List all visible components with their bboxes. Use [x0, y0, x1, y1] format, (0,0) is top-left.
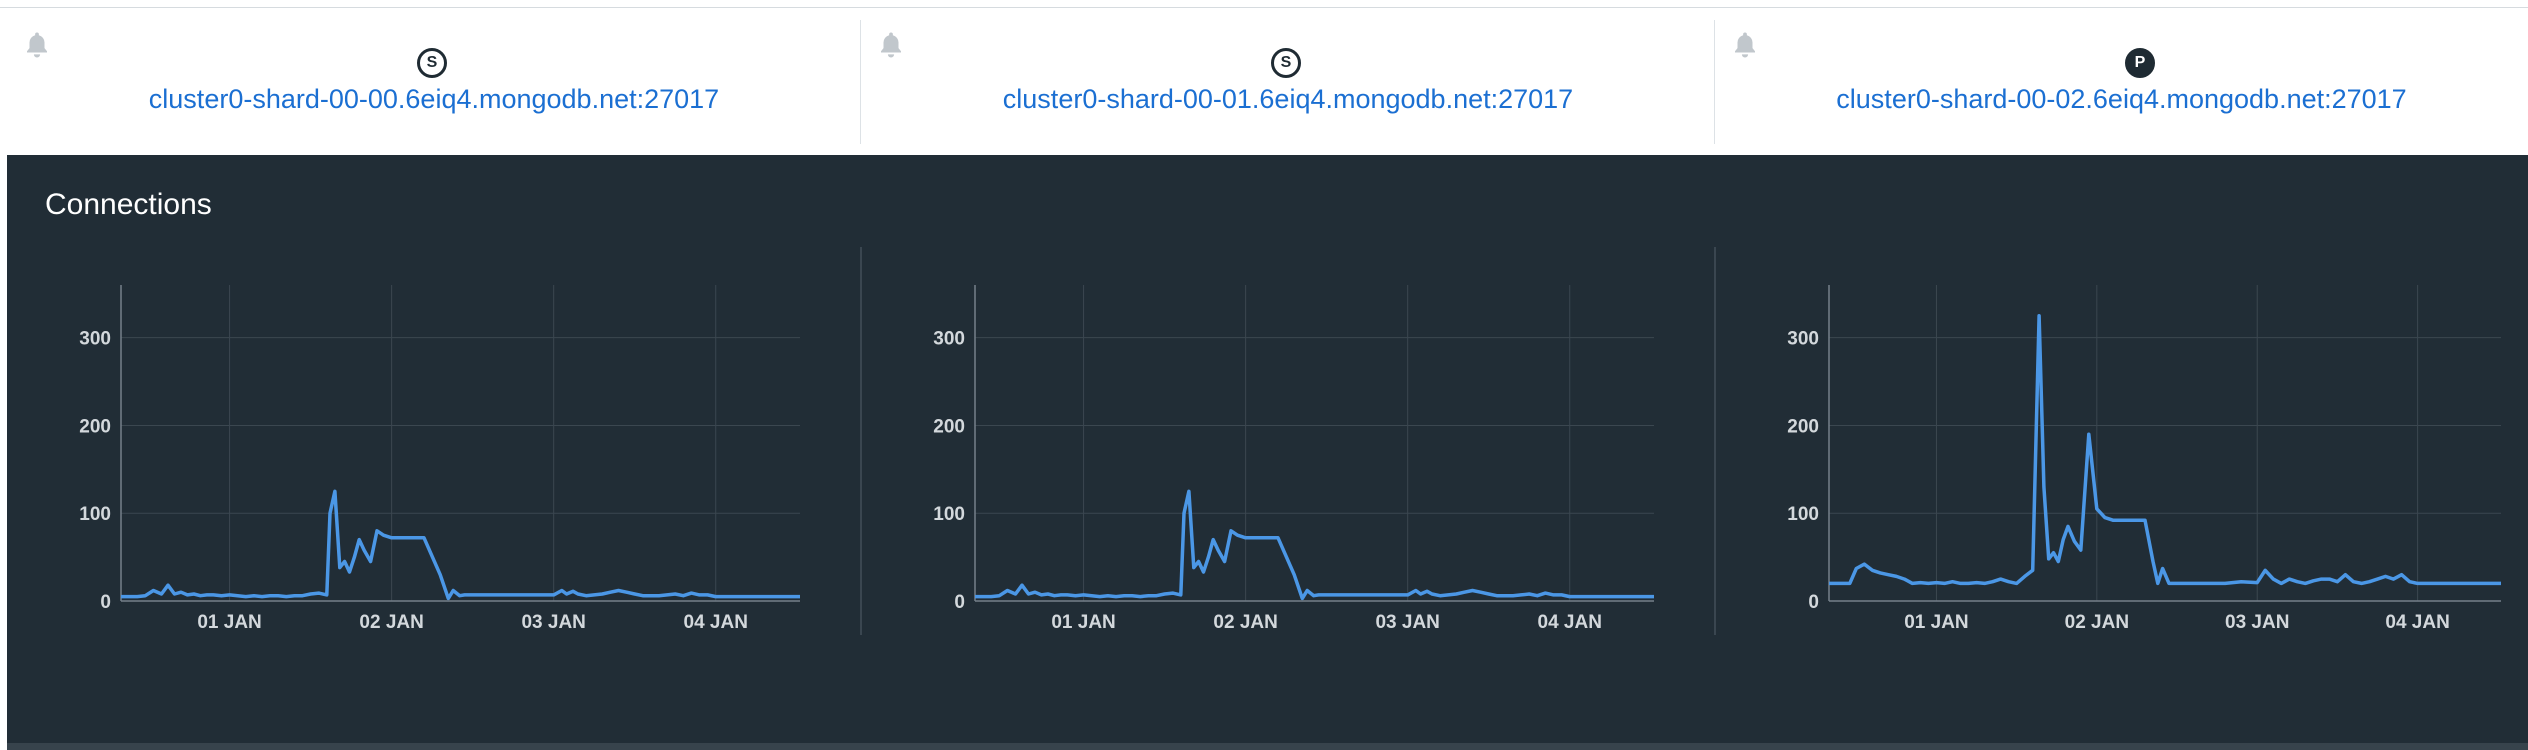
- secondary-role-badge: S: [417, 48, 447, 78]
- x-tick-label: 04 JAN: [2385, 612, 2449, 633]
- series-line: [975, 489, 1654, 601]
- x-tick-label: 03 JAN: [2225, 612, 2289, 633]
- x-tick-label: 02 JAN: [359, 612, 423, 633]
- secondary-role-badge: S: [1271, 48, 1301, 78]
- bottom-scroll-edge: [7, 743, 2528, 750]
- connections-charts: 0 100 200 300 01 JAN 02 JAN 03 JAN 04 JAN 0 100 20…: [79, 285, 2501, 633]
- y-tick-label: 200: [79, 416, 111, 437]
- hostname-link[interactable]: cluster0-shard-00-00.6eiq4.mongodb.net:2…: [148, 84, 720, 114]
- hostname-link[interactable]: cluster0-shard-00-01.6eiq4.mongodb.net:2…: [1002, 84, 1574, 114]
- y-tick-label: 300: [1787, 329, 1819, 350]
- chart-divider: [1714, 247, 1716, 635]
- bell-icon[interactable]: [1726, 26, 1764, 64]
- chart-divider: [860, 247, 862, 635]
- section-title: Connections: [45, 188, 212, 221]
- y-tick-label: 100: [79, 504, 111, 525]
- x-tick-label: 03 JAN: [1375, 612, 1439, 633]
- bell-icon[interactable]: [18, 26, 56, 64]
- x-tick-label: 04 JAN: [684, 612, 748, 633]
- host-panel-2: S cluster0-shard-00-01.6eiq4.mongodb.net…: [861, 20, 1715, 144]
- panel-divider: [1714, 20, 1715, 144]
- panel-divider: [860, 20, 861, 144]
- host-panel-3: P cluster0-shard-00-02.6eiq4.mongodb.net…: [1715, 20, 2528, 144]
- x-tick-label: 02 JAN: [2065, 612, 2129, 633]
- x-tick-label: 01 JAN: [1904, 612, 1968, 633]
- y-tick-label: 100: [933, 504, 965, 525]
- host-header-strip: S cluster0-shard-00-00.6eiq4.mongodb.net…: [0, 0, 2528, 155]
- x-tick-label: 01 JAN: [1051, 612, 1115, 633]
- x-tick-label: 03 JAN: [521, 612, 585, 633]
- y-tick-label: 300: [933, 329, 965, 350]
- primary-role-badge: P: [2125, 48, 2155, 78]
- hostname-link[interactable]: cluster0-shard-00-02.6eiq4.mongodb.net:2…: [1836, 84, 2407, 114]
- series-line: [121, 489, 800, 601]
- y-tick-label: 300: [79, 329, 111, 350]
- x-tick-label: 02 JAN: [1213, 612, 1277, 633]
- y-tick-label: 200: [933, 416, 965, 437]
- series-line: [1829, 313, 2501, 586]
- y-tick-label: 200: [1787, 416, 1819, 437]
- y-tick-label: 0: [954, 592, 965, 613]
- y-tick-label: 0: [100, 592, 111, 613]
- connections-section: Connections 0 100 200 300 01 JAN 02 JAN 03 JAN…: [7, 155, 2528, 750]
- y-tick-label: 0: [1808, 592, 1819, 613]
- top-divider: [0, 7, 2528, 8]
- bell-icon[interactable]: [872, 26, 910, 64]
- host-panel-1: S cluster0-shard-00-00.6eiq4.mongodb.net…: [7, 20, 861, 144]
- x-tick-label: 01 JAN: [197, 612, 261, 633]
- y-tick-label: 100: [1787, 504, 1819, 525]
- x-tick-label: 04 JAN: [1538, 612, 1602, 633]
